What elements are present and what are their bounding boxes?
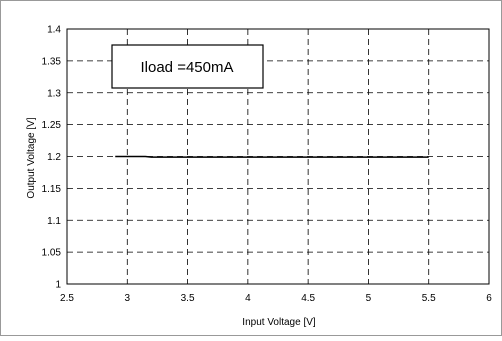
annotation-label: Iload =450mA [141,59,234,76]
x-tick-label: 4.5 [301,293,315,304]
x-tick-label: 5 [366,293,372,304]
y-tick-label: 1.2 [47,152,61,163]
annotation-box: Iload =450mA [111,44,264,89]
y-tick-label: 1.4 [47,25,61,36]
y-tick-label: 1 [55,280,61,291]
x-tick-label: 5.5 [422,293,436,304]
y-tick-label: 1.3 [47,88,61,99]
x-axis-label: Input Voltage [V] [242,317,316,328]
plot-area-frame [66,28,490,285]
y-axis-label: Output Voltage [V] [26,117,37,198]
x-tick-label: 6 [486,293,492,304]
series-lines [115,155,429,158]
y-tick-label: 1.05 [42,248,62,259]
y-tick-label: 1.35 [42,56,62,67]
x-tick-label: 4 [245,293,251,304]
y-tick-label: 1.1 [47,216,61,227]
x-tick-label: 3.5 [181,293,195,304]
series-line [115,155,429,158]
x-tick-label: 3 [125,293,131,304]
annotation-border [111,44,264,89]
x-tick-label: 2.5 [60,293,74,304]
tick-labels: 2.5 3 3.5 4 4.5 5 5.5 6 1 1.05 1.1 1.15 1.2 1.25 1.3 1.… [42,25,493,305]
y-tick-label: 1.25 [42,120,62,131]
y-tick-label: 1.15 [42,184,62,195]
